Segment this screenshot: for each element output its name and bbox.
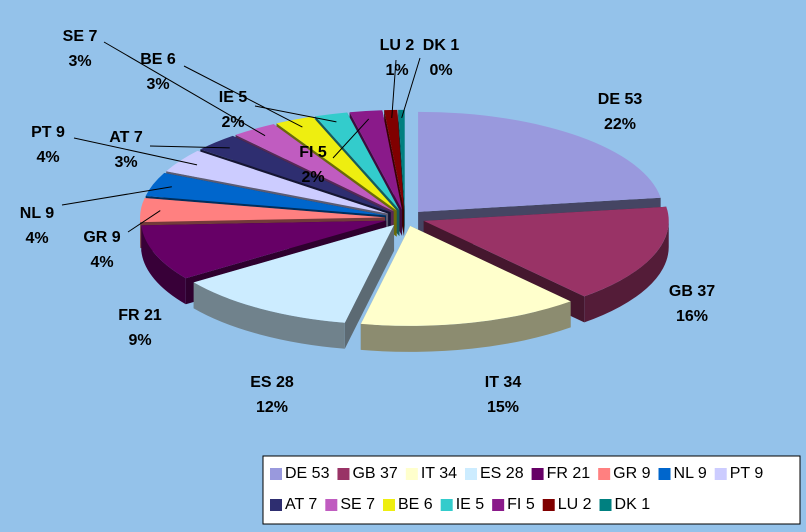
legend-label: GB 37 bbox=[352, 465, 397, 482]
slice bbox=[423, 206, 669, 297]
leader-line bbox=[391, 59, 397, 119]
data-label: PT 9 bbox=[31, 124, 65, 141]
slice bbox=[140, 197, 386, 223]
slice-side bbox=[360, 301, 571, 352]
data-label: DE 53 bbox=[598, 91, 643, 108]
slice-side bbox=[584, 220, 669, 323]
data-percent: 9% bbox=[128, 332, 151, 349]
leader-line bbox=[103, 41, 266, 137]
data-percent: 4% bbox=[90, 254, 113, 271]
data-label: BE 6 bbox=[140, 51, 176, 68]
slice bbox=[193, 224, 395, 323]
data-percent: 0% bbox=[429, 62, 452, 79]
legend-label: NL 9 bbox=[674, 465, 707, 482]
data-label: FI 5 bbox=[299, 144, 327, 161]
slice-side bbox=[141, 225, 186, 305]
legend-box bbox=[262, 455, 801, 525]
legend-swatch bbox=[405, 468, 418, 480]
legend-label: ES 28 bbox=[480, 465, 524, 482]
data-percent: 3% bbox=[68, 53, 91, 70]
leader-line bbox=[61, 186, 172, 206]
legend-label: AT 7 bbox=[285, 496, 317, 513]
legend-label: BE 6 bbox=[398, 496, 433, 513]
leader-line bbox=[401, 57, 421, 118]
data-label: IT 34 bbox=[485, 374, 522, 391]
legend-label: FR 21 bbox=[547, 465, 591, 482]
slice bbox=[141, 220, 387, 279]
leader-line bbox=[183, 65, 303, 128]
slice bbox=[349, 110, 403, 210]
leader-line bbox=[254, 105, 337, 123]
legend-swatch bbox=[598, 468, 611, 480]
slice bbox=[360, 225, 571, 326]
legend-label: GR 9 bbox=[613, 465, 650, 482]
data-percent: 12% bbox=[256, 399, 288, 416]
data-label: IE 5 bbox=[219, 89, 248, 106]
data-label: AT 7 bbox=[109, 129, 143, 146]
data-percent: 4% bbox=[25, 230, 48, 247]
slice-wall bbox=[344, 224, 395, 349]
legend-swatch bbox=[337, 468, 350, 480]
legend-swatch bbox=[325, 499, 338, 511]
slice-side bbox=[193, 282, 345, 349]
data-percent: 2% bbox=[301, 169, 324, 186]
data-label: SE 7 bbox=[63, 28, 98, 45]
legend-swatch bbox=[599, 499, 612, 511]
legend-swatch bbox=[270, 499, 282, 511]
legend-label: FI 5 bbox=[507, 496, 535, 513]
slice bbox=[418, 111, 661, 212]
legend-label: SE 7 bbox=[340, 496, 375, 513]
data-label: FR 21 bbox=[118, 307, 162, 324]
data-percent: 2% bbox=[221, 114, 244, 131]
data-label: ES 28 bbox=[250, 374, 294, 391]
slice bbox=[276, 116, 397, 211]
pie bbox=[140, 109, 669, 352]
data-label: GB 37 bbox=[669, 283, 715, 300]
slice bbox=[315, 112, 400, 211]
leader-line bbox=[149, 145, 230, 149]
slice bbox=[235, 124, 394, 212]
legend-swatch bbox=[542, 499, 555, 511]
legend-swatch bbox=[531, 468, 544, 480]
data-percent: 3% bbox=[146, 76, 169, 93]
legend-swatch bbox=[658, 468, 671, 480]
data-percent: 4% bbox=[36, 149, 59, 166]
legend-label: PT 9 bbox=[730, 465, 764, 482]
leader-line bbox=[332, 118, 370, 159]
data-label: DK 1 bbox=[423, 37, 460, 54]
data-percent: 16% bbox=[676, 308, 708, 325]
data-label: LU 2 bbox=[380, 37, 415, 54]
legend-swatch bbox=[440, 499, 453, 511]
legend-label: DE 53 bbox=[285, 465, 330, 482]
data-percent: 3% bbox=[114, 154, 137, 171]
leader-line bbox=[73, 137, 198, 166]
slice bbox=[398, 109, 405, 210]
slice bbox=[145, 173, 386, 216]
legend-swatch bbox=[383, 499, 395, 511]
legend-label: DK 1 bbox=[615, 496, 651, 513]
data-percent: 15% bbox=[487, 399, 519, 416]
legend-label: LU 2 bbox=[558, 496, 592, 513]
data-label: NL 9 bbox=[20, 205, 54, 222]
legend-swatch bbox=[465, 468, 477, 480]
slice bbox=[166, 150, 389, 214]
slice bbox=[384, 109, 404, 210]
legend-swatch bbox=[714, 468, 727, 480]
data-percent: 1% bbox=[385, 62, 408, 79]
legend-label: IT 34 bbox=[421, 465, 457, 482]
data-percent: 22% bbox=[604, 116, 636, 133]
leader-line bbox=[127, 210, 161, 233]
legend-swatch bbox=[492, 499, 505, 511]
legend-swatch bbox=[270, 468, 282, 480]
slice bbox=[200, 135, 391, 213]
data-label: GR 9 bbox=[83, 229, 120, 246]
legend-label: IE 5 bbox=[456, 496, 485, 513]
